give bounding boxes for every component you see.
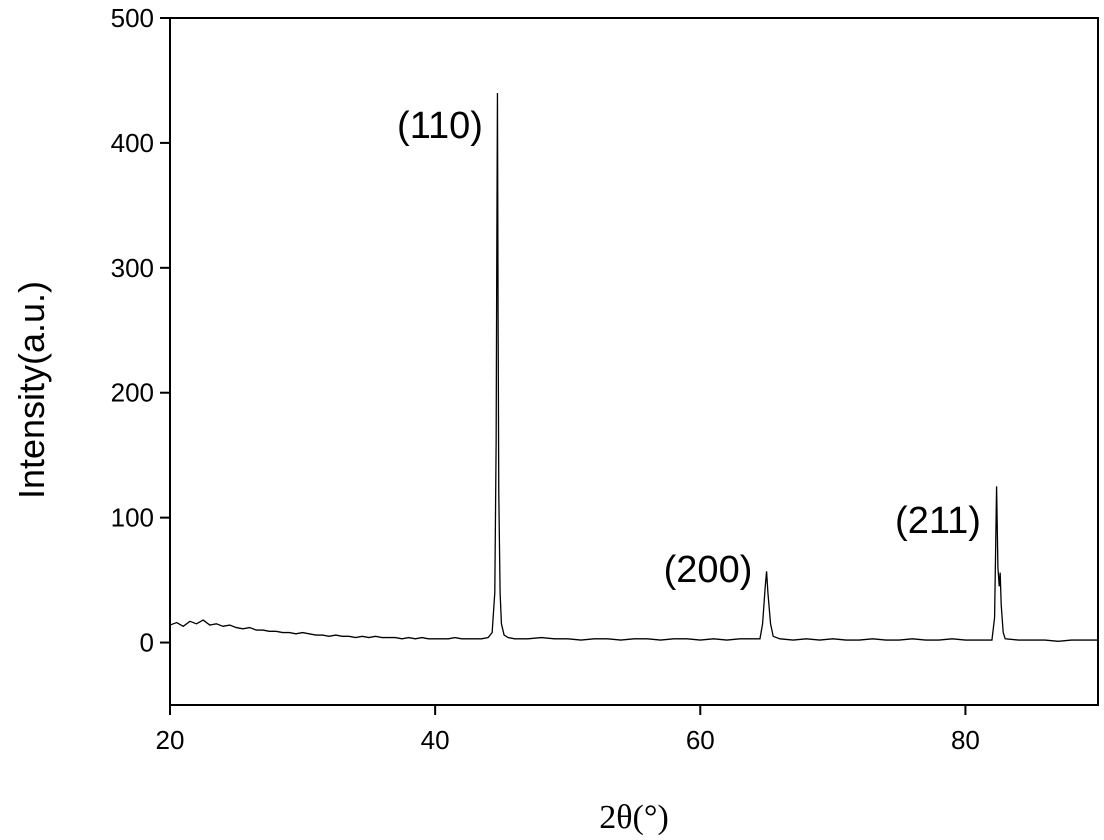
- x-tick-label: 40: [421, 725, 450, 755]
- y-tick-label: 400: [111, 128, 154, 158]
- peak-label: (200): [664, 549, 753, 591]
- peak-label: (110): [397, 105, 483, 147]
- plot-frame: [169, 17, 1099, 706]
- y-tick-label: 500: [111, 3, 154, 33]
- x-tick-label: 80: [951, 725, 980, 755]
- x-axis-label: 2θ(°): [599, 799, 669, 836]
- y-tick-label: 300: [111, 253, 154, 283]
- peak-label: (211): [895, 500, 981, 542]
- y-tick-label: 100: [111, 503, 154, 533]
- y-tick-label: 0: [140, 628, 154, 658]
- y-axis-label: Intensity(a.u.): [11, 281, 52, 499]
- data-line: [169, 92, 1098, 642]
- y-tick-label: 200: [111, 378, 154, 408]
- x-tick-label: 20: [156, 725, 185, 755]
- x-tick-label: 60: [686, 725, 715, 755]
